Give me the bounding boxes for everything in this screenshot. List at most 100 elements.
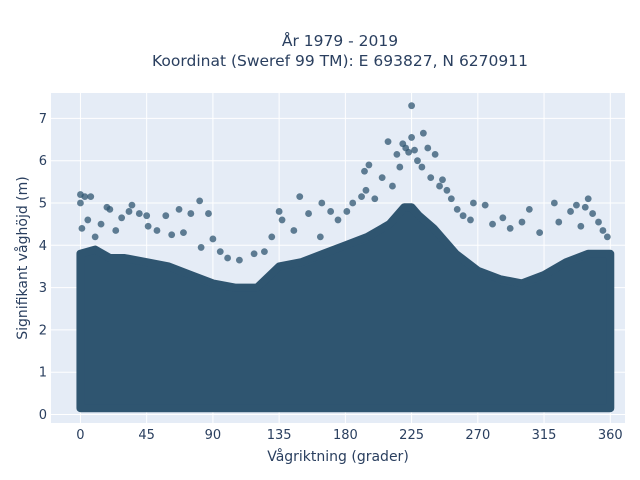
data-point xyxy=(144,222,152,230)
data-point xyxy=(106,205,114,213)
data-point xyxy=(78,224,86,232)
data-point xyxy=(349,199,357,207)
data-point xyxy=(470,199,477,207)
chart-title-line1: År 1979 - 2019 xyxy=(282,31,398,50)
data-point xyxy=(405,148,413,156)
data-point xyxy=(481,201,489,209)
data-point xyxy=(584,195,592,203)
data-point xyxy=(418,163,426,171)
y-tick-label: 5 xyxy=(39,197,47,212)
data-point xyxy=(112,227,120,234)
data-point xyxy=(603,233,611,241)
data-point xyxy=(489,220,496,228)
data-point xyxy=(414,157,421,165)
data-point xyxy=(371,195,379,203)
data-point xyxy=(91,233,99,241)
data-point xyxy=(525,205,533,213)
x-tick-label: 45 xyxy=(138,428,155,443)
y-axis-title: Signifikant våghöjd (m) xyxy=(14,176,31,339)
data-point xyxy=(573,201,580,209)
data-point xyxy=(180,229,187,237)
x-tick-label: 135 xyxy=(267,428,292,443)
data-point xyxy=(261,248,268,256)
data-point xyxy=(436,182,443,190)
y-axis-ticks: 0 1 2 3 4 5 6 7 xyxy=(39,112,47,423)
data-point xyxy=(459,212,467,220)
data-point xyxy=(187,210,195,217)
data-point xyxy=(125,208,133,215)
point-cloud xyxy=(76,203,615,413)
data-point xyxy=(408,134,415,141)
data-point xyxy=(447,195,455,203)
data-point xyxy=(389,182,396,190)
data-point xyxy=(384,138,392,146)
data-point xyxy=(168,231,176,239)
data-point xyxy=(316,233,324,241)
chart-title-line2: Koordinat (Sweref 99 TM): E 693827, N 62… xyxy=(152,52,528,70)
data-point xyxy=(81,193,89,201)
x-tick-label: 270 xyxy=(465,428,490,443)
data-point xyxy=(153,227,161,234)
data-point xyxy=(87,193,95,201)
data-point xyxy=(378,174,386,182)
data-point xyxy=(175,205,183,213)
y-tick-label: 6 xyxy=(39,154,47,169)
data-point xyxy=(216,248,224,256)
data-point xyxy=(506,224,514,232)
dense-point-cloud xyxy=(76,203,615,413)
x-axis-title: Vågriktning (grader) xyxy=(267,448,409,465)
data-point xyxy=(595,218,602,226)
x-axis-ticks: 0 45 90 135 180 225 270 315 360 xyxy=(76,428,622,443)
data-point xyxy=(427,174,435,182)
y-tick-label: 4 xyxy=(39,239,47,254)
data-point xyxy=(499,214,507,222)
x-tick-label: 90 xyxy=(205,428,222,443)
data-point xyxy=(439,176,446,184)
x-tick-label: 225 xyxy=(399,428,424,443)
y-tick-label: 2 xyxy=(39,323,47,338)
x-tick-label: 360 xyxy=(598,428,623,443)
data-point xyxy=(290,227,298,234)
data-point xyxy=(278,216,286,224)
data-point xyxy=(318,199,326,207)
data-point xyxy=(334,216,342,224)
data-point xyxy=(362,186,370,194)
data-point xyxy=(567,208,574,215)
data-point xyxy=(581,203,589,211)
data-point xyxy=(327,208,335,215)
data-point xyxy=(196,197,204,205)
data-point xyxy=(536,229,544,237)
data-point xyxy=(162,212,170,220)
data-point xyxy=(128,201,136,209)
data-point xyxy=(467,216,474,224)
data-point xyxy=(411,146,418,154)
data-point xyxy=(424,144,432,152)
data-point xyxy=(361,167,368,175)
y-tick-label: 3 xyxy=(39,281,47,296)
outlier-points xyxy=(77,102,611,264)
data-point xyxy=(268,233,276,241)
data-point xyxy=(419,129,427,137)
y-tick-label: 0 xyxy=(39,408,47,423)
data-point xyxy=(97,220,105,228)
data-point xyxy=(209,235,217,243)
data-point xyxy=(518,218,526,226)
data-point xyxy=(197,244,205,251)
data-point xyxy=(84,216,92,224)
data-point xyxy=(305,210,312,217)
data-point xyxy=(396,163,404,171)
x-tick-label: 315 xyxy=(532,428,557,443)
data-point xyxy=(250,250,258,258)
data-point xyxy=(135,210,143,217)
data-point xyxy=(589,210,597,217)
data-point xyxy=(393,150,401,158)
data-point xyxy=(365,161,373,169)
data-point xyxy=(77,199,84,207)
data-point xyxy=(431,150,439,158)
data-point xyxy=(343,208,351,215)
data-point xyxy=(555,218,563,226)
data-point xyxy=(143,212,151,220)
data-point xyxy=(235,256,243,264)
x-tick-label: 0 xyxy=(76,428,84,443)
